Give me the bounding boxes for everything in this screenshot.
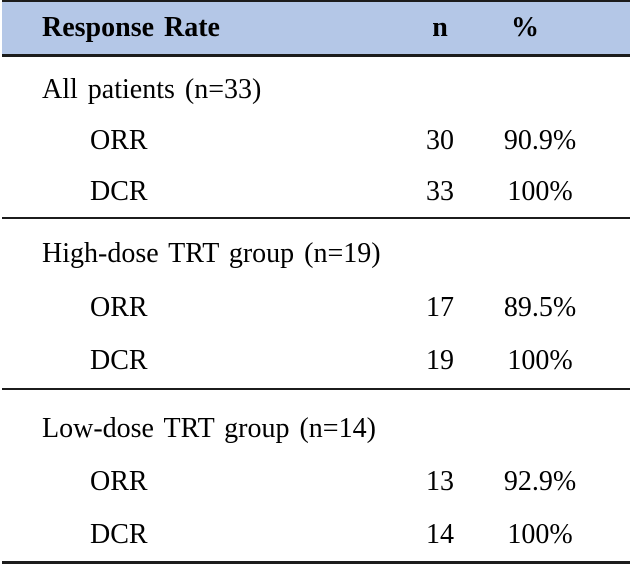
cell-n: 13	[426, 465, 454, 497]
group-row-low-dose: Low-dose TRT group (n=14)	[2, 402, 630, 455]
row-label: ORR	[90, 125, 148, 156]
column-header-n: n	[432, 12, 448, 43]
row-label: ORR	[90, 291, 148, 323]
data-row-dcr: DCR 33 100%	[2, 166, 630, 217]
group-label: Low-dose TRT group (n=14)	[42, 412, 376, 444]
data-row-dcr: DCR 14 100%	[2, 508, 630, 561]
cell-percent: 89.5%	[503, 291, 577, 323]
cell-n: 14	[426, 518, 454, 550]
table-header-row: Response Rate n %	[2, 0, 630, 57]
section-low-dose-trt: Low-dose TRT group (n=14) ORR 13 92.9% D…	[2, 390, 630, 564]
cell-n: 19	[426, 345, 454, 377]
cell-n: 30	[426, 125, 454, 156]
column-header-response-rate: Response Rate	[42, 12, 220, 43]
row-label: DCR	[90, 518, 148, 550]
cell-percent: 100%	[507, 175, 573, 207]
group-row-high-dose: High-dose TRT group (n=19)	[2, 227, 630, 281]
cell-percent: 92.9%	[503, 465, 577, 497]
cell-percent: 90.9%	[503, 125, 577, 156]
data-row-orr: ORR 17 89.5%	[2, 281, 630, 335]
section-high-dose-trt: High-dose TRT group (n=19) ORR 17 89.5% …	[2, 219, 630, 390]
group-label: All patients (n=33)	[42, 74, 262, 106]
group-row-all-patients: All patients (n=33)	[2, 65, 630, 116]
data-row-orr: ORR 13 92.9%	[2, 455, 630, 508]
cell-n: 33	[426, 175, 454, 207]
group-label: High-dose TRT group (n=19)	[42, 237, 381, 269]
cell-n: 17	[426, 291, 454, 323]
section-all-patients: All patients (n=33) ORR 30 90.9% DCR 33 …	[2, 57, 630, 219]
row-label: ORR	[90, 465, 148, 497]
row-label: DCR	[90, 345, 148, 377]
data-row-orr: ORR 30 90.9%	[2, 116, 630, 167]
cell-percent: 100%	[507, 345, 573, 377]
column-header-percent: %	[511, 12, 539, 43]
cell-percent: 100%	[507, 518, 573, 550]
row-label: DCR	[90, 175, 148, 207]
data-row-dcr: DCR 19 100%	[2, 334, 630, 388]
